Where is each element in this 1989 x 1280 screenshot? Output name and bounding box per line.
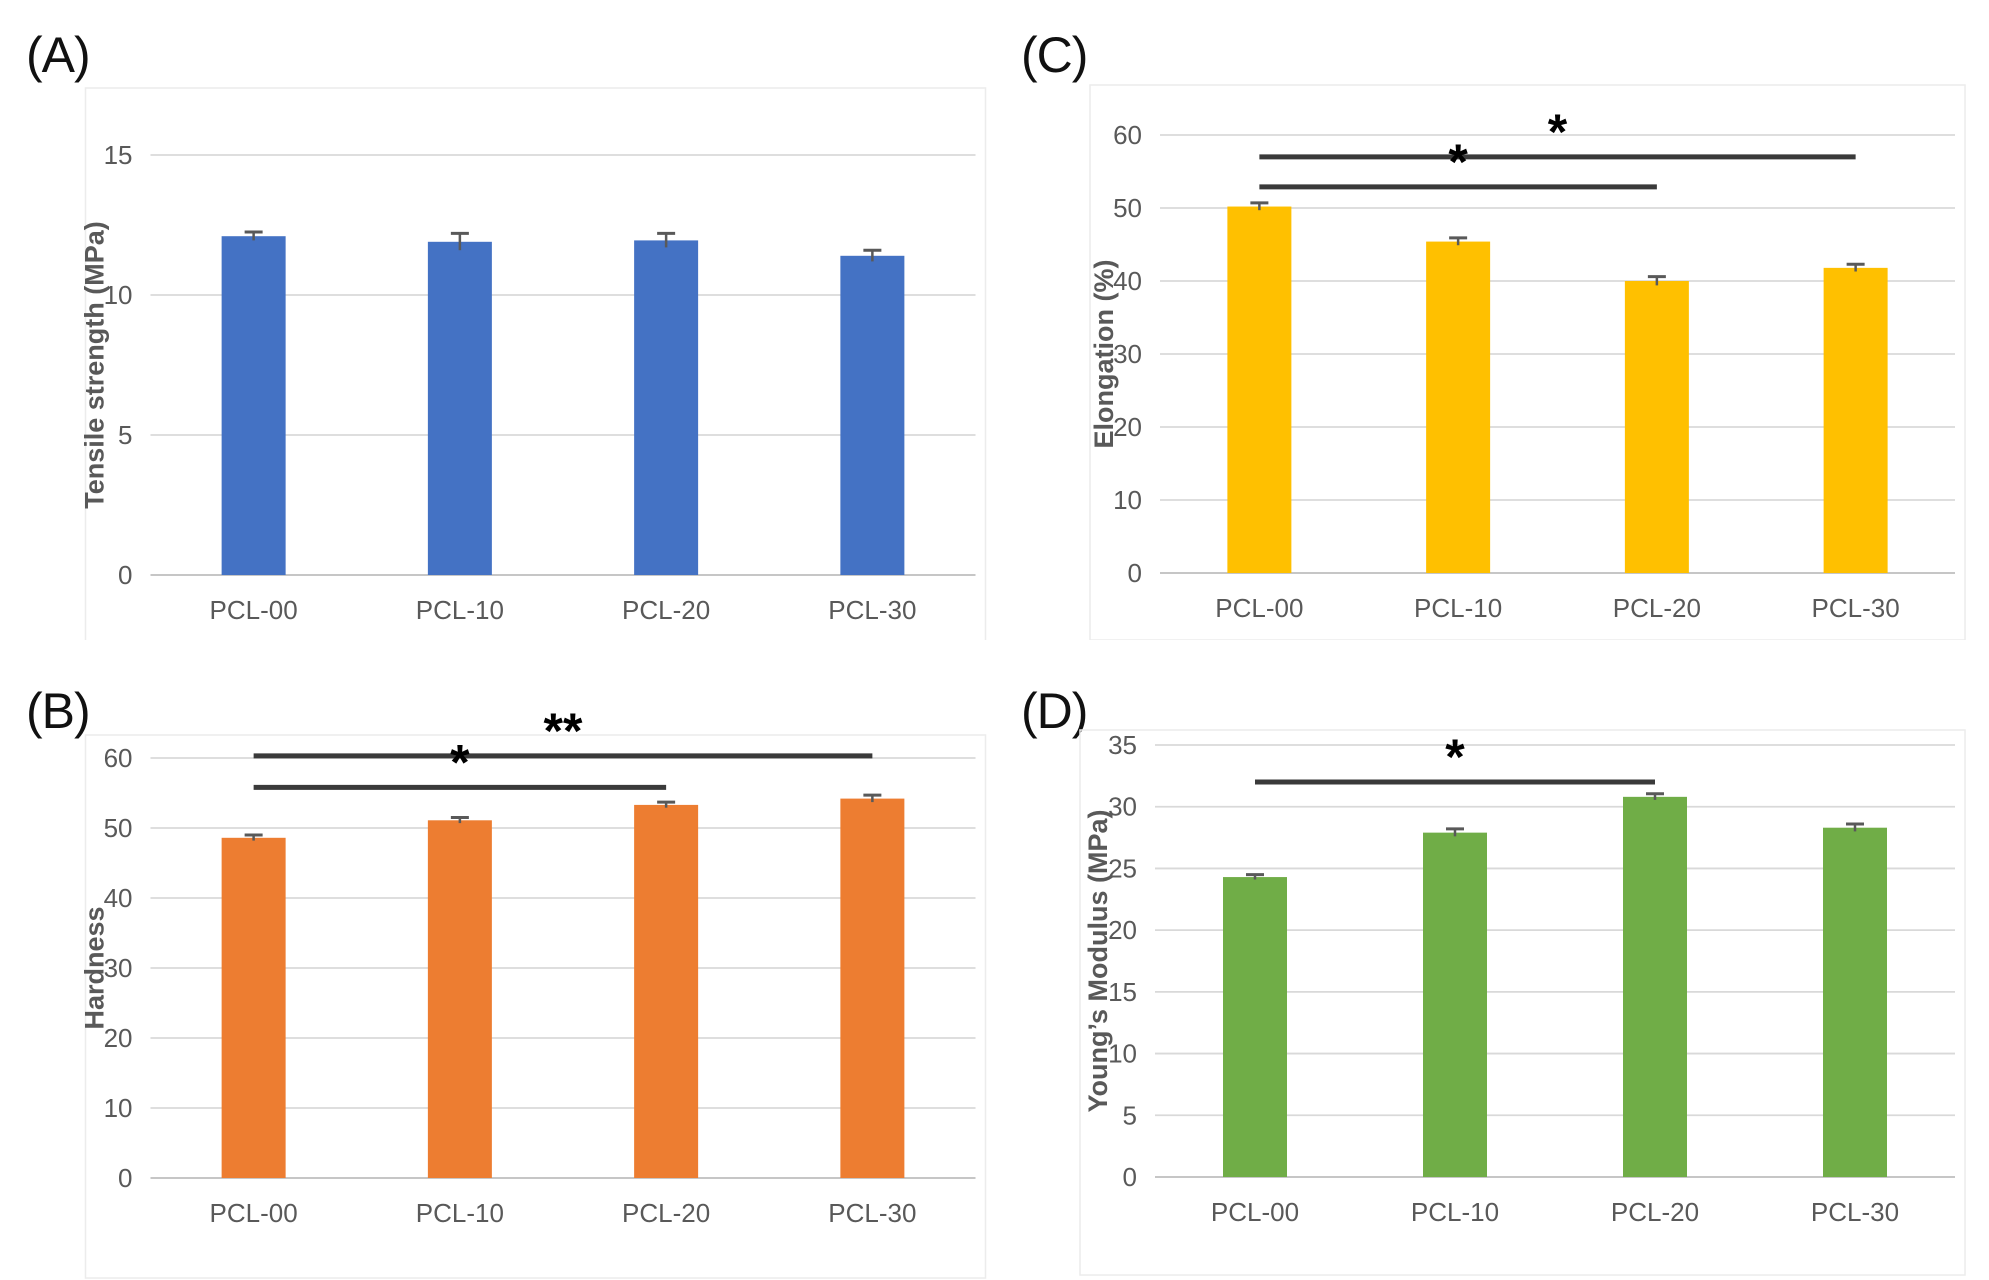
panel-d: (D) 0 5 10 15 20 25 30 35 PCL-00 PCL-10 PCL-20 PCL-… [995, 640, 1989, 1280]
category-label-PCL-30: PCL-30 [1811, 1197, 1899, 1227]
bar-PCL-30 [840, 798, 905, 1178]
panel-c: (C) 0 10 20 30 40 50 60 PCL-00 PCL-10 PCL-20 PCL-3… [995, 0, 1989, 640]
y-tick-label-20: 20 [104, 1023, 133, 1053]
y-tick-label-0: 0 [1123, 1162, 1137, 1192]
category-label-PCL-30: PCL-30 [1812, 593, 1900, 623]
panel-d-label: (D) [1021, 683, 1088, 739]
bar-PCL-00 [221, 837, 286, 1178]
significance-star-2: * [450, 734, 470, 790]
y-tick-label-30: 30 [104, 953, 133, 983]
bar-PCL-10 [427, 820, 492, 1178]
bar-PCL-10 [1423, 832, 1487, 1177]
bar-PCL-30 [1823, 267, 1888, 573]
y-tick-label-10: 10 [1108, 1039, 1137, 1069]
y-tick-label-20: 20 [1108, 915, 1137, 945]
bar-PCL-10 [427, 241, 492, 576]
chart-frame [84, 734, 987, 1279]
y-tick-label-25: 25 [1108, 853, 1137, 883]
category-label-PCL-20: PCL-20 [622, 595, 710, 625]
panel-d-chart: 0 5 10 15 20 25 30 35 PCL-00 PCL-10 PCL-20 PCL-30 * Y… [995, 640, 1989, 1280]
chart-frame [1079, 729, 1966, 1276]
y-tick-label-50: 50 [1113, 193, 1142, 223]
significance-star-1: * [1548, 104, 1568, 160]
category-label-PCL-20: PCL-20 [1611, 1197, 1699, 1227]
bar-PCL-20 [634, 804, 699, 1178]
panel-c-label: (C) [1021, 27, 1088, 83]
panel-c-chart: 0 10 20 30 40 50 60 PCL-00 PCL-10 PCL-20 PCL-30 * * E… [995, 0, 1989, 640]
panel-a: (A) 0 5 10 15 PCL-00 PCL-10 PCL-20 PCL-30 Tensil… [0, 0, 995, 640]
y-tick-label-15: 15 [1108, 977, 1137, 1007]
panel-b-label: (B) [26, 683, 91, 739]
panel-a-chart: 0 5 10 15 PCL-00 PCL-10 PCL-20 PCL-30 Tensile st… [0, 0, 995, 640]
category-label-PCL-00: PCL-00 [210, 1198, 298, 1228]
significance-star-2: * [1448, 134, 1468, 190]
category-label-PCL-20: PCL-20 [622, 1198, 710, 1228]
y-tick-label-0: 0 [1128, 558, 1142, 588]
y-tick-label-50: 50 [104, 813, 133, 843]
bar-PCL-20 [1624, 281, 1689, 573]
y-tick-label-5: 5 [1123, 1100, 1137, 1130]
bar-PCL-30 [840, 255, 905, 576]
panel-b-chart: 0 10 20 30 40 50 60 PCL-00 PCL-10 PCL-20 PCL-30 ** *… [0, 640, 995, 1280]
bar-PCL-30 [1823, 827, 1887, 1177]
category-label-PCL-30: PCL-30 [828, 595, 916, 625]
significance-star-1: ** [544, 703, 583, 759]
y-tick-label-10: 10 [104, 280, 133, 310]
category-label-PCL-10: PCL-10 [1414, 593, 1502, 623]
y-tick-label-5: 5 [118, 420, 132, 450]
category-label-PCL-00: PCL-00 [1215, 593, 1303, 623]
chart-frame [1089, 84, 1966, 640]
y-tick-label-15: 15 [104, 140, 133, 170]
y-axis-label: Elongation (%) [1089, 260, 1119, 449]
y-tick-label-60: 60 [104, 743, 133, 773]
y-tick-label-60: 60 [1113, 120, 1142, 150]
panel-c-svg: 0 10 20 30 40 50 60 PCL-00 PCL-10 PCL-20 PCL-30 * * E… [1089, 84, 1966, 640]
category-label-PCL-10: PCL-10 [416, 1198, 504, 1228]
bar-PCL-00 [1227, 206, 1292, 574]
category-label-PCL-20: PCL-20 [1613, 593, 1701, 623]
y-tick-label-40: 40 [1113, 266, 1142, 296]
panel-d-svg: 0 5 10 15 20 25 30 35 PCL-00 PCL-10 PCL-20 PCL-30 * Y… [1079, 729, 1966, 1276]
y-tick-label-35: 35 [1108, 730, 1137, 760]
bar-PCL-20 [1623, 796, 1687, 1177]
y-tick-label-40: 40 [104, 883, 133, 913]
bar-PCL-10 [1426, 241, 1491, 573]
y-tick-label-10: 10 [104, 1093, 133, 1123]
bar-PCL-00 [1223, 877, 1287, 1177]
y-tick-label-0: 0 [118, 560, 132, 590]
y-tick-label-30: 30 [1113, 339, 1142, 369]
panel-a-label: (A) [26, 27, 91, 83]
chart-frame [84, 87, 987, 640]
category-label-PCL-00: PCL-00 [1211, 1197, 1299, 1227]
category-label-PCL-10: PCL-10 [1411, 1197, 1499, 1227]
y-tick-label-20: 20 [1113, 412, 1142, 442]
significance-star-1: * [1445, 729, 1465, 785]
bar-PCL-20 [634, 240, 699, 575]
bar-PCL-00 [221, 236, 286, 575]
panel-b: (B) 0 10 20 30 40 50 60 PCL-00 PCL-10 PCL-20 PCL-3… [0, 640, 995, 1280]
category-label-PCL-30: PCL-30 [828, 1198, 916, 1228]
category-label-PCL-10: PCL-10 [416, 595, 504, 625]
y-tick-label-10: 10 [1113, 485, 1142, 515]
y-axis-label: Hardness [80, 906, 110, 1029]
y-axis-label: Young’s Modulus (MPa) [1083, 810, 1113, 1113]
category-label-PCL-00: PCL-00 [210, 595, 298, 625]
panel-a-svg: 0 5 10 15 PCL-00 PCL-10 PCL-20 PCL-30 Tensile st… [80, 87, 987, 640]
y-tick-label-30: 30 [1108, 792, 1137, 822]
y-axis-label: Tensile strength (MPa) [80, 221, 110, 509]
y-tick-label-0: 0 [118, 1163, 132, 1193]
